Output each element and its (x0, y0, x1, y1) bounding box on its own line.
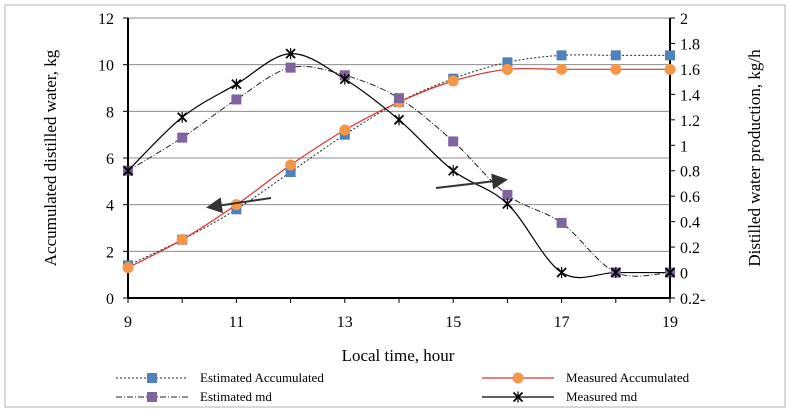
data-point (448, 165, 459, 177)
y-right-tick-labels: 0.2- 0 0.2 0.4 0.6 0.8 1 1.2 1.4 1.6 1.8 2 (680, 11, 705, 308)
series-markers (122, 48, 676, 279)
legend-marker (512, 372, 524, 384)
legend-label: Estimated md (200, 389, 272, 404)
data-point (339, 124, 351, 136)
data-point (231, 78, 242, 90)
data-point (502, 198, 513, 210)
data-point (501, 63, 513, 75)
data-point (664, 63, 676, 75)
y-right-tick-label: 1 (680, 138, 688, 155)
y-right-tick-label: 2 (680, 11, 688, 28)
y-left-tick-label: 2 (106, 244, 114, 261)
y-left-tick-label: 10 (98, 58, 114, 75)
y-right-tick-label: 1.2 (680, 113, 700, 130)
legend-label: Measured Accumulated (566, 370, 690, 385)
data-point (610, 50, 621, 61)
y-right-tick-label: 1.6 (680, 62, 700, 79)
data-point (285, 167, 296, 177)
y-right-axis-title: Distilled water production, kg/h (745, 49, 764, 267)
legend-label: Measured md (566, 389, 638, 404)
x-tick-label: 17 (554, 314, 570, 331)
legend-marker (512, 391, 524, 403)
y-right-tick-label: 0.2 (680, 240, 700, 257)
x-tick-label: 9 (124, 314, 132, 331)
x-tick-label: 15 (445, 314, 461, 331)
data-point (448, 136, 459, 147)
data-point (610, 267, 621, 279)
x-tick-label: 13 (337, 314, 353, 331)
y-left-axis-title: Accumulated distilled water, kg (41, 49, 60, 266)
data-point (285, 48, 296, 60)
y-right-tick-label: 1.8 (680, 36, 700, 53)
y-left-tick-label: 0 (106, 291, 114, 308)
data-point (665, 50, 675, 61)
x-tick-labels: 9 11 13 15 17 19 (124, 314, 678, 331)
data-point (393, 114, 405, 126)
data-point (556, 63, 568, 75)
arrow-to-right-axis (435, 173, 508, 190)
x-axis-title: Local time, hour (342, 346, 455, 365)
data-point (285, 62, 296, 73)
legend: Estimated Accumulated Measured Accumulate… (116, 370, 690, 404)
y-right-tick-label: 0.2- (680, 291, 705, 308)
data-point (556, 217, 567, 228)
y-left-tick-label: 8 (106, 104, 114, 121)
y-right-tick-label: 1.4 (680, 87, 700, 104)
data-point (177, 132, 188, 143)
y-right-tick-label: 0.8 (680, 164, 700, 181)
data-point (502, 189, 513, 200)
legend-marker (147, 373, 157, 383)
x-tick-label: 19 (662, 314, 678, 331)
data-point (122, 262, 134, 274)
data-point (556, 50, 567, 61)
y-right-tick-label: 0.4 (680, 215, 700, 232)
data-point (339, 73, 350, 85)
y-left-tick-label: 4 (106, 198, 114, 215)
y-left-tick-label: 12 (98, 11, 114, 28)
data-point (447, 75, 459, 87)
data-point (610, 63, 622, 75)
chart-border (4, 4, 786, 408)
data-point (664, 267, 676, 279)
y-right-tick-label: 0.6 (680, 189, 700, 206)
legend-marker (147, 392, 157, 402)
data-point (285, 159, 297, 171)
data-point (231, 94, 242, 105)
data-point (394, 93, 404, 104)
y-right-tick-label: 0 (680, 266, 688, 283)
y-left-tick-labels: 0 2 4 6 8 10 12 (98, 11, 114, 308)
data-point (122, 165, 134, 177)
data-point (176, 234, 188, 246)
data-point (502, 57, 513, 68)
data-point (556, 267, 567, 279)
data-point (177, 111, 188, 123)
arrow-to-left-axis (206, 197, 272, 214)
series-line-2 (127, 65, 671, 277)
x-tick-label: 11 (229, 314, 244, 331)
legend-label: Estimated Accumulated (200, 370, 324, 385)
y-left-tick-label: 6 (106, 151, 114, 168)
